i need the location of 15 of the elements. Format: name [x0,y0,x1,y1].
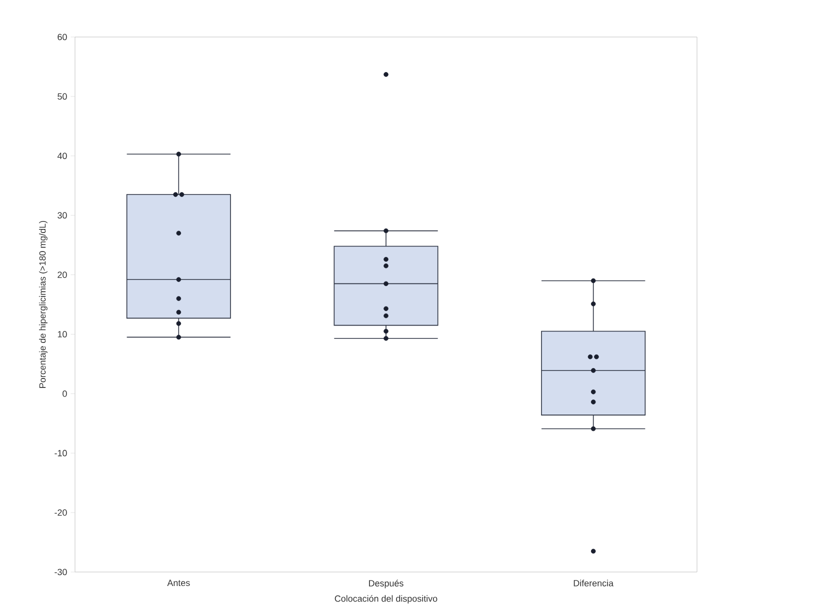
y-tick-label: 40 [57,152,67,160]
x-tick-label: Diferencia [574,580,614,586]
y-tick-label: 30 [58,212,67,219]
y-tick-label: 0 [62,390,67,397]
y-axis-title: Porcentaje de hiperglicimias (>180 mg/dL) [39,220,48,388]
y-tick-label: 10 [58,331,67,338]
x-axis-title: Colocación del dispositivo [334,595,438,604]
y-tick-label: 60 [58,34,67,40]
y-tick-label: -10 [54,450,67,456]
y-tick-label: 20 [58,272,67,278]
x-tick-label: Antes [167,580,190,586]
x-tick-label: Después [369,580,404,588]
y-tick-label: -30 [54,568,67,576]
y-tick-label: 50 [58,93,67,100]
y-tick-label: -20 [54,509,67,516]
